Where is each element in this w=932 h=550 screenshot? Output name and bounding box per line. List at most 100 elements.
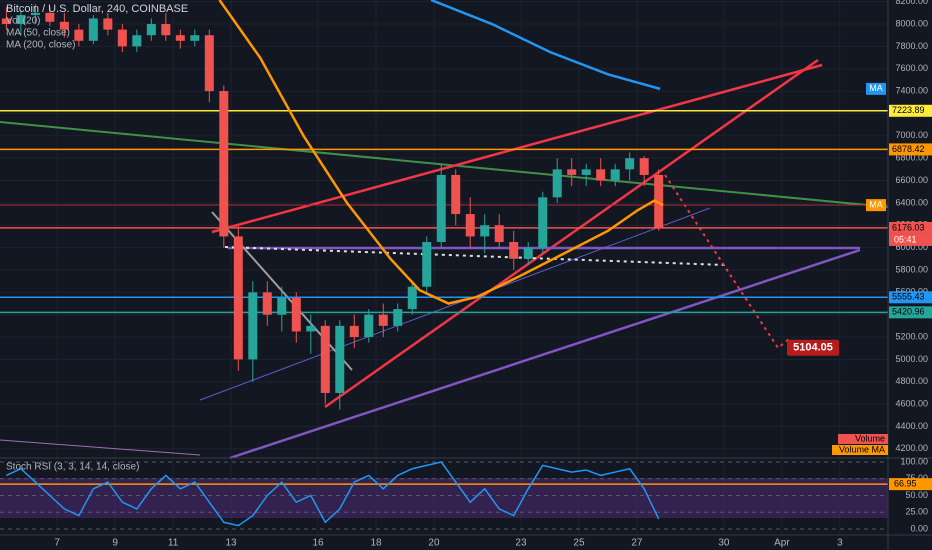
price-axis	[888, 0, 932, 550]
candle-body	[625, 158, 635, 170]
ma-line	[430, 0, 661, 91]
y-tick-label: 7600.00	[895, 63, 928, 73]
candle-body	[161, 24, 171, 36]
candle-body	[364, 314, 374, 338]
candle-body	[494, 225, 504, 243]
y-tick-label: 4600.00	[895, 398, 928, 408]
candle-body	[436, 174, 446, 243]
candle-body	[233, 236, 243, 360]
price-label: 7223.89	[892, 105, 925, 115]
ma-label-box	[866, 82, 886, 95]
candle-body	[306, 325, 316, 332]
y-tick-label: 4400.00	[895, 421, 928, 431]
y-tick-label: 6400.00	[895, 197, 928, 207]
countdown: 05:41	[894, 234, 917, 244]
candle-body	[552, 169, 562, 198]
candle-body	[538, 197, 548, 248]
price-label: 6176.03	[892, 222, 925, 232]
indicator: MA (200, close)	[6, 40, 75, 51]
candle-body	[103, 18, 113, 30]
candle-body	[248, 292, 258, 360]
candle-body	[422, 242, 432, 287]
y-tick-label: 7400.00	[895, 85, 928, 95]
candle-body	[393, 309, 403, 326]
candle-body	[320, 325, 330, 393]
y-tick-label: 25.00	[905, 507, 928, 517]
x-tick-label: 7	[54, 538, 60, 549]
plot	[0, 0, 888, 530]
candle-body	[88, 18, 98, 41]
ma-label: MA	[869, 83, 883, 93]
stoch-label-box	[889, 478, 932, 491]
candle-body	[480, 225, 490, 237]
candle-body	[30, 12, 40, 16]
x-tick-label: 23	[515, 538, 527, 549]
y-tick-label: 4200.00	[895, 443, 928, 453]
legend-box	[838, 434, 888, 444]
y-tick-label: 7800.00	[895, 41, 928, 51]
candle-body	[175, 35, 185, 41]
candle-body	[451, 174, 461, 215]
candle-body	[567, 169, 577, 175]
x-tick-label: 25	[573, 538, 585, 549]
legend-box	[832, 445, 888, 455]
y-tick-label: 4800.00	[895, 376, 928, 386]
candle-body	[291, 297, 301, 332]
x-tick-label: 9	[112, 538, 118, 549]
price-label-box	[889, 104, 932, 117]
legend-label: Volume MA	[839, 444, 885, 454]
indicator: Vol (20)	[6, 16, 40, 27]
projection	[664, 174, 791, 350]
x-tick-label: 11	[168, 538, 179, 549]
y-tick-label: 50.00	[905, 490, 928, 500]
x-tick-label: 18	[370, 538, 382, 549]
ma-line	[218, 0, 664, 305]
candle-body	[117, 29, 127, 47]
candle-body	[190, 35, 200, 41]
y-tick-label: 5200.00	[895, 331, 928, 341]
y-tick-label: 6600.00	[895, 175, 928, 185]
ma-label-box	[866, 199, 886, 212]
candle-body	[16, 15, 26, 25]
stoch-title: Stoch RSI (3, 3, 14, 14, close)	[6, 462, 139, 473]
price-label: 5555.43	[892, 292, 925, 302]
candle-body	[74, 29, 84, 41]
price-label-box	[889, 143, 932, 156]
y-tick-label: 5800.00	[895, 264, 928, 274]
candle-body	[132, 35, 142, 47]
candle-body	[581, 169, 591, 175]
stoch-label: 66.95	[894, 479, 917, 489]
price-label: 6878.42	[892, 144, 925, 154]
title: Bitcoin / U.S. Dollar, 240, COINBASE	[6, 3, 188, 15]
x-tick-label: 30	[718, 538, 730, 549]
trendline	[229, 248, 861, 460]
y-tick-label: 6800.00	[895, 153, 928, 163]
y-tick-label: 0.00	[910, 523, 928, 533]
trendline	[211, 63, 823, 234]
x-tick-label: 16	[312, 538, 324, 549]
target-box	[787, 339, 839, 356]
price-label-box	[889, 291, 932, 304]
candle-body	[596, 169, 606, 181]
candle-body	[1, 18, 11, 25]
candle-body	[59, 21, 69, 30]
x-tick-label: 13	[225, 538, 237, 549]
countdown-box	[889, 233, 932, 246]
x-tick-label: 3	[837, 538, 843, 549]
candle-body	[654, 174, 664, 228]
price-label: 5420.96	[892, 307, 925, 317]
y-tick-label: 5000.00	[895, 354, 928, 364]
y-tick-label: 6000.00	[895, 242, 928, 252]
x-tick-label: 20	[428, 538, 440, 549]
legend-label: Volume	[855, 433, 885, 443]
candle-body	[204, 35, 214, 92]
candle-body	[219, 91, 229, 237]
candle-body	[378, 314, 388, 326]
candle-body	[45, 12, 55, 22]
stoch-line	[6, 461, 660, 527]
candle-body	[349, 325, 359, 338]
trendline	[324, 58, 819, 409]
x-tick-label: Apr	[774, 538, 790, 549]
candle-body	[262, 292, 272, 315]
indicator: MA (50, close)	[6, 28, 70, 39]
